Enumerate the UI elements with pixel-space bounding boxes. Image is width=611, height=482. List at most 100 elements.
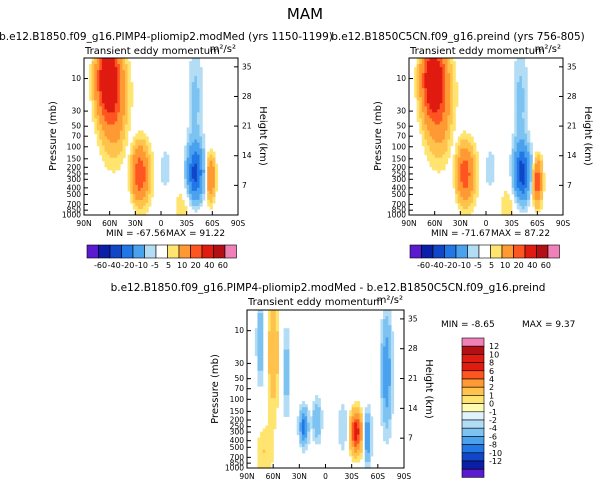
field-cell <box>101 148 106 153</box>
field-cell <box>354 419 358 424</box>
field-cell <box>524 133 528 138</box>
field-cell <box>189 148 193 153</box>
colorbar-box <box>524 244 537 259</box>
field-cell <box>209 187 213 192</box>
colorbar-box <box>201 244 214 259</box>
field-cell <box>212 193 216 198</box>
field-cell <box>426 58 431 62</box>
field-cell <box>388 379 392 384</box>
field-cell <box>539 178 544 183</box>
field-cell <box>194 181 198 186</box>
field-cell <box>516 148 520 153</box>
field-cell <box>214 175 219 180</box>
field-cell <box>424 70 428 74</box>
field-cell <box>150 169 154 174</box>
field-cell <box>426 88 431 92</box>
field-cell <box>150 193 154 198</box>
field-cell <box>452 124 456 129</box>
field-cell <box>457 205 461 210</box>
field-cell <box>465 178 469 183</box>
field-cell <box>442 88 446 92</box>
field-cell <box>450 94 454 98</box>
field-cell <box>534 151 538 156</box>
field-cell <box>421 70 425 74</box>
field-cell <box>109 112 113 116</box>
field-cell <box>437 82 441 86</box>
field-cell <box>112 91 116 95</box>
field-cell <box>341 410 345 414</box>
field-cell <box>191 160 195 165</box>
field-cell <box>304 419 308 424</box>
field-cell <box>212 172 216 177</box>
field-cell <box>257 452 261 457</box>
field-cell <box>434 94 438 98</box>
field-cell <box>109 88 113 92</box>
field-cell <box>514 94 518 98</box>
field-cell <box>380 419 384 424</box>
field-cell <box>184 181 188 186</box>
field-cell <box>462 199 467 204</box>
field-cell <box>320 410 324 414</box>
field-cell <box>194 184 198 189</box>
field-cell <box>176 202 180 207</box>
field-cell <box>447 133 451 138</box>
field-cell <box>383 325 387 329</box>
field-cell <box>421 127 425 132</box>
field-cell <box>437 73 441 77</box>
field-cell <box>385 437 389 442</box>
field-cell <box>127 94 131 98</box>
field-cell <box>112 88 116 92</box>
field-cell <box>434 73 438 77</box>
field-cell <box>511 172 515 177</box>
field-cell <box>503 199 508 204</box>
field-cell <box>257 325 261 329</box>
field-cell <box>460 166 464 171</box>
field-cell <box>299 419 303 424</box>
field-cell <box>181 211 185 216</box>
field-cell <box>119 106 124 110</box>
field-cell <box>351 419 355 424</box>
field-cell <box>112 157 116 162</box>
field-cell <box>117 166 121 171</box>
field-cell <box>516 106 520 110</box>
field-cell <box>265 431 269 436</box>
field-cell <box>455 178 459 183</box>
field-cell <box>354 452 358 457</box>
field-cell <box>524 154 528 159</box>
field-cell <box>354 425 358 430</box>
field-cell <box>367 452 371 457</box>
field-cell <box>114 58 118 62</box>
field-cell <box>351 440 355 445</box>
field-cell <box>148 157 152 162</box>
field-cell <box>519 208 523 213</box>
field-cell <box>380 367 384 372</box>
field-cell <box>388 413 392 417</box>
field-cell <box>529 163 533 168</box>
field-cell <box>109 70 113 74</box>
field-cell <box>516 79 520 83</box>
field-cell <box>532 193 536 198</box>
field-cell <box>125 58 129 62</box>
field-cell <box>519 121 523 126</box>
field-cell <box>514 193 518 198</box>
field-cell <box>283 398 287 402</box>
colorbar-box <box>513 244 526 259</box>
field-cell <box>359 455 363 460</box>
field-cell <box>94 97 98 101</box>
field-cell <box>301 440 306 445</box>
field-cell <box>390 343 395 348</box>
field-cell <box>104 127 108 132</box>
field-cell <box>317 407 321 411</box>
field-cell <box>506 211 510 216</box>
field-cell <box>91 85 95 89</box>
field-cell <box>434 103 438 107</box>
field-cell <box>442 103 446 107</box>
colorbar-label: -10 <box>489 449 502 458</box>
field-cell <box>96 64 100 68</box>
field-cell <box>194 163 198 168</box>
field-cell <box>450 139 454 144</box>
field-cell <box>364 407 368 411</box>
field-cell <box>457 190 461 195</box>
field-cell <box>283 407 287 411</box>
field-cell <box>514 151 518 156</box>
